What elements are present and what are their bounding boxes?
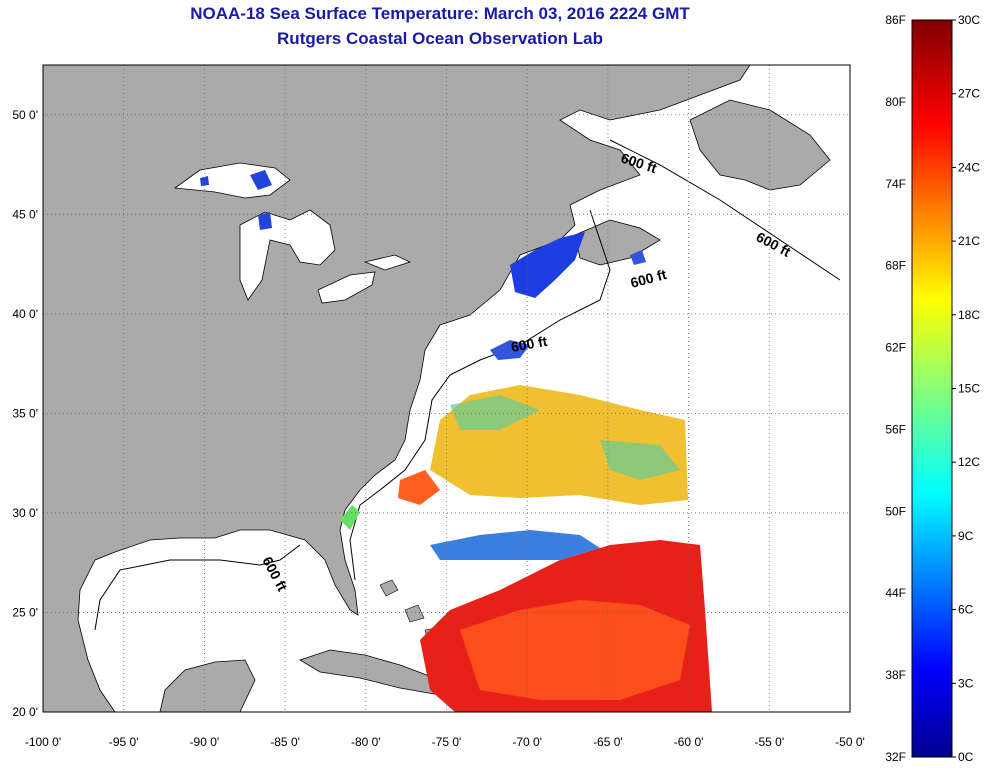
latitude-tick-label: 35 0' xyxy=(12,406,38,420)
latitude-tick-label: 50 0' xyxy=(12,108,38,122)
longitude-tick-label: -75 0' xyxy=(432,735,462,749)
colorbar xyxy=(911,19,953,758)
colorbar-c-label: 0C xyxy=(958,750,974,764)
longitude-tick-label: -70 0' xyxy=(512,735,542,749)
colorbar-fahrenheit-labels: 86F 80F 74F 68F 62F 56F 50F 44F 38F 32F xyxy=(885,13,906,764)
colorbar-c-label: 21C xyxy=(958,234,980,248)
depth-contour-line xyxy=(94,139,841,631)
longitude-tick-label: -65 0' xyxy=(593,735,623,749)
longitude-tick-label: -100 0' xyxy=(25,735,61,749)
colorbar-f-label: 80F xyxy=(885,95,906,109)
colorbar-c-label: 3C xyxy=(958,676,974,690)
colorbar-f-label: 32F xyxy=(885,750,906,764)
sst-lake-patches xyxy=(200,170,272,230)
colorbar-c-label: 15C xyxy=(958,382,980,396)
sst-gulfstream xyxy=(398,470,440,505)
contour-label: 600 ft xyxy=(510,333,549,355)
colorbar-f-label: 38F xyxy=(885,668,906,682)
longitude-tick-label: -55 0' xyxy=(754,735,784,749)
map-frame xyxy=(42,64,851,713)
latitude-tick-label: 20 0' xyxy=(12,705,38,719)
land-newfoundland xyxy=(689,99,831,191)
longitude-tick-label: -95 0' xyxy=(109,735,139,749)
colorbar-c-label: 6C xyxy=(958,603,974,617)
colorbar-c-label: 30C xyxy=(958,13,980,27)
colorbar-f-label: 62F xyxy=(885,341,906,355)
colorbar-f-label: 86F xyxy=(885,13,906,27)
longitude-tick-label: -85 0' xyxy=(270,735,300,749)
land-yucatan xyxy=(159,659,256,712)
longitude-tick-label: -90 0' xyxy=(190,735,220,749)
latitude-tick-label: 45 0' xyxy=(12,207,38,221)
colorbar-c-label: 12C xyxy=(958,455,980,469)
sst-warm-highlight xyxy=(460,600,690,700)
land-north-america xyxy=(43,65,751,712)
colorbar-celsius-labels: 30C 27C 24C 21C 18C 15C 12C 9C 6C 3C 0C xyxy=(952,13,980,764)
map-title: NOAA-18 Sea Surface Temperature: March 0… xyxy=(190,4,690,23)
latitude-axis: 20 0' 25 0' 30 0' 35 0' 40 0' 45 0' 50 0' xyxy=(12,108,38,719)
latitude-tick-label: 30 0' xyxy=(12,506,38,520)
colorbar-c-label: 24C xyxy=(958,160,980,174)
colorbar-c-label: 27C xyxy=(958,87,980,101)
colorbar-c-label: 18C xyxy=(958,308,980,322)
land-nova-scotia xyxy=(574,219,661,266)
longitude-axis: -100 0' -95 0' -90 0' -85 0' -80 0' -75 0' -70… xyxy=(25,735,865,749)
great-lake-erie-ontario xyxy=(317,254,412,304)
colorbar-f-label: 74F xyxy=(885,177,906,191)
sst-mid-cyan xyxy=(450,395,680,480)
colorbar-f-label: 56F xyxy=(885,422,906,436)
latitude-tick-label: 40 0' xyxy=(12,307,38,321)
sst-gulf-of-maine xyxy=(510,232,585,298)
longitude-tick-label: -80 0' xyxy=(351,735,381,749)
map-grid xyxy=(43,65,850,712)
colorbar-c-label: 9C xyxy=(958,529,974,543)
colorbar-f-label: 68F xyxy=(885,259,906,273)
sst-cool-band xyxy=(430,530,600,560)
sst-shelf-blue xyxy=(490,250,646,360)
sst-florida-coast xyxy=(340,505,360,530)
great-lake-michigan-huron xyxy=(239,209,336,301)
colorbar-f-label: 50F xyxy=(885,504,906,518)
latitude-tick-label: 25 0' xyxy=(12,605,38,619)
longitude-tick-label: -50 0' xyxy=(835,735,865,749)
colorbar-f-label: 44F xyxy=(885,586,906,600)
map-subtitle: Rutgers Coastal Ocean Observation Lab xyxy=(277,29,603,48)
longitude-tick-label: -60 0' xyxy=(674,735,704,749)
